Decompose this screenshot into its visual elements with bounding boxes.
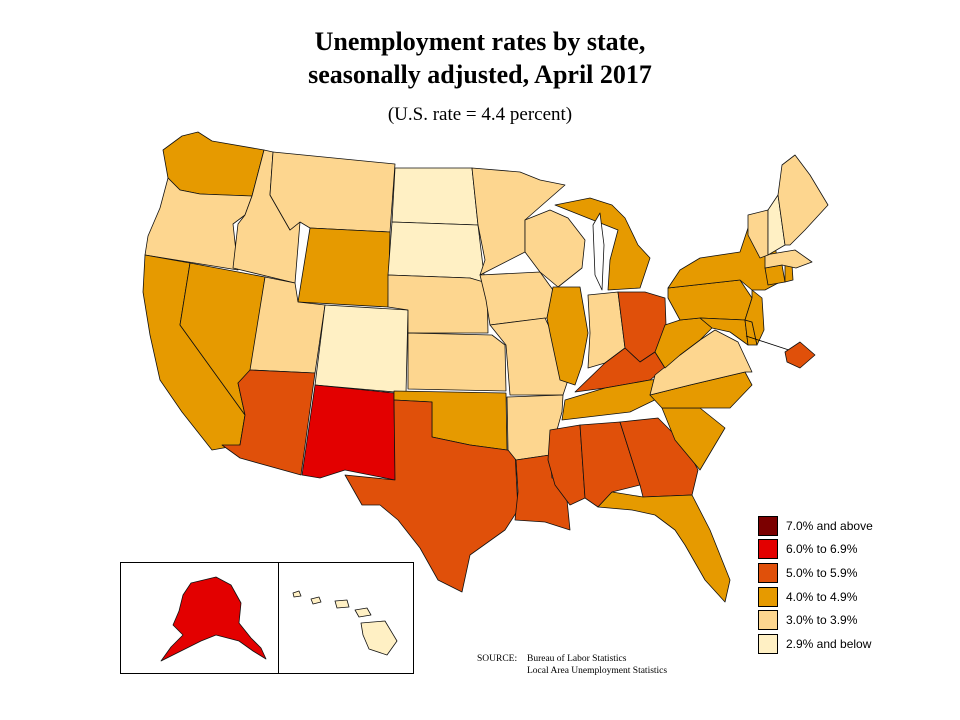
state-ne [387,274,489,334]
source-line2: Local Area Unemployment Statistics [527,666,668,676]
legend-item: 3.0% to 3.9% [758,608,873,632]
legend-item: 5.0% to 5.9% [758,561,873,585]
state-sd [387,221,486,284]
hawaii-inset [278,562,414,674]
legend-swatch [758,610,778,631]
state-ga [619,417,699,498]
legend-label: 6.0% to 6.9% [786,542,858,557]
state-or [144,177,253,271]
legend-item: 2.9% and below [758,632,873,656]
state-vt [747,209,769,259]
state-ct [764,264,786,286]
legend-item: 7.0% and above [758,514,873,538]
legend-label: 7.0% and above [786,518,873,533]
legend-swatch [758,562,778,583]
state-ks [407,332,507,392]
legend-swatch [758,515,778,536]
legend-label: 2.9% and below [786,636,872,651]
state-mo [489,317,569,396]
state-hi [310,596,322,605]
state-wy [297,227,391,308]
source-line1: Bureau of Labor Statistics [527,654,627,664]
legend-swatch [758,633,778,654]
legend-swatch [758,586,778,607]
map-title-line2: seasonally adjusted, April 2017 [308,60,652,89]
state-dc [784,341,816,369]
legend-item: 6.0% to 6.9% [758,538,873,562]
state-ri [784,264,794,283]
state-wi [524,209,586,288]
legend-swatch [758,539,778,560]
alaska-inset [120,562,280,674]
state-hi [354,607,372,618]
legend-item: 4.0% to 4.9% [758,585,873,609]
legend-label: 4.0% to 4.9% [786,589,858,604]
state-hi [292,590,302,598]
state-mi [554,197,651,291]
legend-label: 3.0% to 3.9% [786,613,858,628]
state-ak [160,576,267,662]
map-title-line1: Unemployment rates by state, [314,27,646,56]
state-tx [344,399,519,593]
state-wa [162,131,265,197]
state-fl [597,491,731,603]
legend-label: 5.0% to 5.9% [786,565,858,580]
state-mt [269,151,396,233]
state-nj [744,289,765,346]
state-ma [764,249,813,269]
state-me [777,154,829,246]
state-nm [301,384,396,481]
source-label: SOURCE: [477,654,518,664]
legend: 7.0% and above 6.0% to 6.9% 5.0% to 5.9%… [758,514,873,656]
state-az [221,369,316,476]
state-il [546,286,589,386]
state-co [314,304,409,394]
state-nd [391,167,479,226]
state-hi [360,620,398,656]
state-md [699,317,749,346]
state-ia [479,271,554,326]
map-subtitle: (U.S. rate = 4.4 percent) [387,104,573,125]
source-note: SOURCE: Bureau of Labor Statistics Local … [477,653,667,677]
state-hi [334,599,350,609]
